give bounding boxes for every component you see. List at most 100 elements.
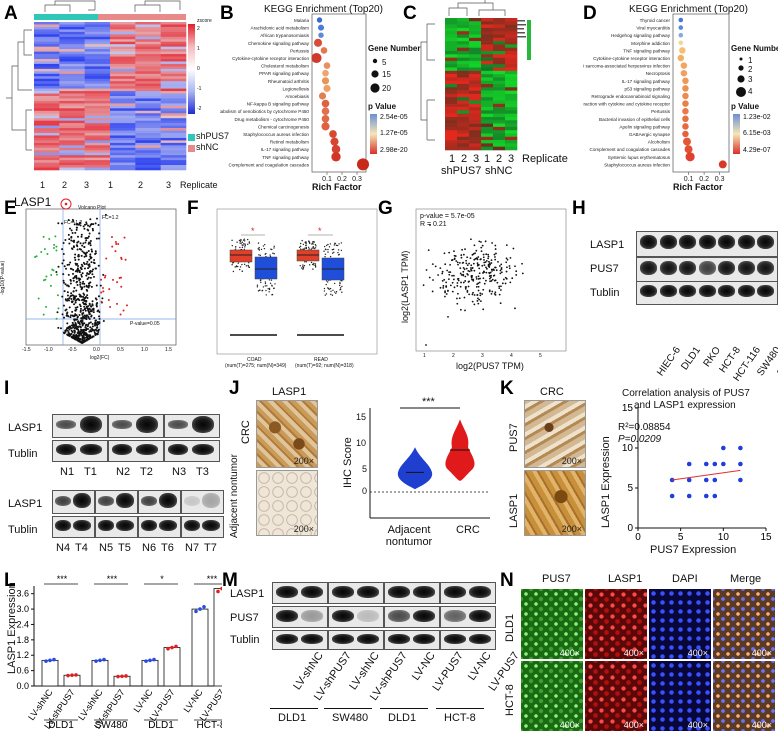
kegg-b-size-5: 5 xyxy=(382,58,387,67)
heatmap-c-cell xyxy=(445,107,458,111)
heatmap-c-cell xyxy=(493,47,506,52)
boxplot-f-point xyxy=(310,261,313,264)
heatmap-c-cell xyxy=(481,107,494,111)
kegg-d-pathway-label: IL-17 signaling pathway xyxy=(622,79,671,84)
heatmap-a-cell xyxy=(84,51,111,55)
scatter-g-point xyxy=(494,291,497,294)
heatmap-c-cell xyxy=(493,107,506,111)
scatter-g-point xyxy=(453,250,455,253)
heatmap-c-cell xyxy=(493,80,506,85)
boxplot-f-point xyxy=(273,245,275,248)
scatter-g-point xyxy=(443,278,446,281)
heatmap-c-cell xyxy=(469,126,482,131)
volcano-point xyxy=(57,326,60,329)
heatmap-a-cell xyxy=(59,115,85,119)
volcano-point xyxy=(92,275,95,278)
heatmap-a-cell xyxy=(84,34,111,38)
scatter-g-point xyxy=(492,268,495,271)
scatter-g-point xyxy=(443,252,446,255)
heatmap-a-cell xyxy=(135,54,161,57)
heatmap-a-cell xyxy=(59,96,85,99)
corr-k-xtick-label: 10 xyxy=(718,532,730,543)
volcano-point xyxy=(66,297,69,300)
blot-h-band xyxy=(737,261,755,275)
scatter-g-point xyxy=(488,277,491,280)
volcano-point xyxy=(66,294,69,297)
bar-l-point xyxy=(120,674,124,679)
heatmap-a-cell xyxy=(84,71,111,75)
fluor-col-merge: Merge xyxy=(730,573,762,585)
heatmap-c-cell xyxy=(481,133,494,138)
volcano-point xyxy=(87,235,90,238)
violin-j xyxy=(369,407,490,519)
bar-l-ytick-label: 2.4 xyxy=(16,619,29,629)
panel-label-h: H xyxy=(572,198,586,219)
scatter-g-point xyxy=(505,277,508,280)
scatter-g-point xyxy=(484,240,487,243)
heatmap-a-cell xyxy=(110,160,136,163)
volcano-point xyxy=(88,265,91,268)
heatmap-a-cell xyxy=(135,22,161,25)
scatter-g-point xyxy=(485,279,487,282)
heatmap-a-cell xyxy=(34,31,60,35)
blot-m-group-line xyxy=(380,708,428,709)
fluor-mag: 400× xyxy=(687,720,708,730)
boxplot-f-point xyxy=(265,294,267,296)
scatter-g-point xyxy=(475,249,478,252)
blot-m-band xyxy=(444,610,466,622)
fluor-mag: 400× xyxy=(559,720,580,730)
heatmap-a-cell xyxy=(110,137,136,141)
bar-l-point xyxy=(66,673,70,678)
boxplot-f-point xyxy=(325,280,328,282)
scatter-g-point xyxy=(490,274,492,277)
heatmap-c-cell xyxy=(493,146,506,151)
volcano-point xyxy=(80,317,83,320)
boxplot-f-point xyxy=(258,248,260,250)
heatmap-a-cell xyxy=(84,96,111,99)
blot-i-band xyxy=(56,444,76,455)
scatter-g-point xyxy=(483,264,486,267)
boxplot-f-point xyxy=(305,242,307,245)
kegg-b-color-2: 1.27e-05 xyxy=(380,130,408,137)
volcano-point xyxy=(90,223,93,226)
scatter-g-point xyxy=(482,272,484,274)
heatmap-a-cell xyxy=(160,88,187,92)
volcano-point xyxy=(91,273,94,276)
heatmap-c-cell xyxy=(445,143,458,147)
volcano-point xyxy=(72,290,75,293)
volcano-point xyxy=(79,224,82,227)
blot-i-top-tublin: Tublin xyxy=(8,448,38,460)
scatter-g-point xyxy=(459,308,462,311)
heatmap-c-cell xyxy=(457,18,470,22)
heatmap-c-cell xyxy=(505,47,518,52)
kegg-b-frame xyxy=(311,13,367,173)
boxplot-f-point xyxy=(307,246,310,248)
fluor-image: 400× xyxy=(712,660,776,732)
kegg-d-xtick-label: 0.3 xyxy=(715,176,725,183)
heatmap-c-cell xyxy=(457,70,470,75)
heatmap-a-cell xyxy=(84,29,111,33)
corr-k-point xyxy=(703,477,709,483)
heatmap-a-cell xyxy=(59,34,85,38)
kegg-d-color-1: 1.23e-02 xyxy=(743,114,771,121)
scatter-g-point xyxy=(498,287,501,290)
volcano-point-up xyxy=(111,245,114,248)
boxplot-f-point xyxy=(338,284,341,287)
blot-m-band xyxy=(444,586,466,598)
volcano-point xyxy=(89,244,92,247)
heatmap-a-cell xyxy=(34,22,60,25)
volcano-point xyxy=(74,309,77,312)
kegg-b-size-legend-dot xyxy=(371,70,379,78)
heatmap-a-cell xyxy=(34,135,60,139)
heatmap-a-cell xyxy=(59,93,85,97)
blot-m-band xyxy=(444,634,466,644)
volcano-point xyxy=(84,333,87,336)
heatmap-c-cell xyxy=(445,136,458,141)
heatmap-a-cell xyxy=(135,142,161,146)
blot-m-row-lasp1: LASP1 xyxy=(230,588,265,600)
heatmap-a-cell xyxy=(34,36,60,40)
kegg-b-color-3: 2.98e-20 xyxy=(380,147,408,154)
bar-l-point xyxy=(74,673,78,677)
bar-l-group-label: HCT-8 xyxy=(197,720,222,729)
scatter-g-point xyxy=(487,264,490,267)
